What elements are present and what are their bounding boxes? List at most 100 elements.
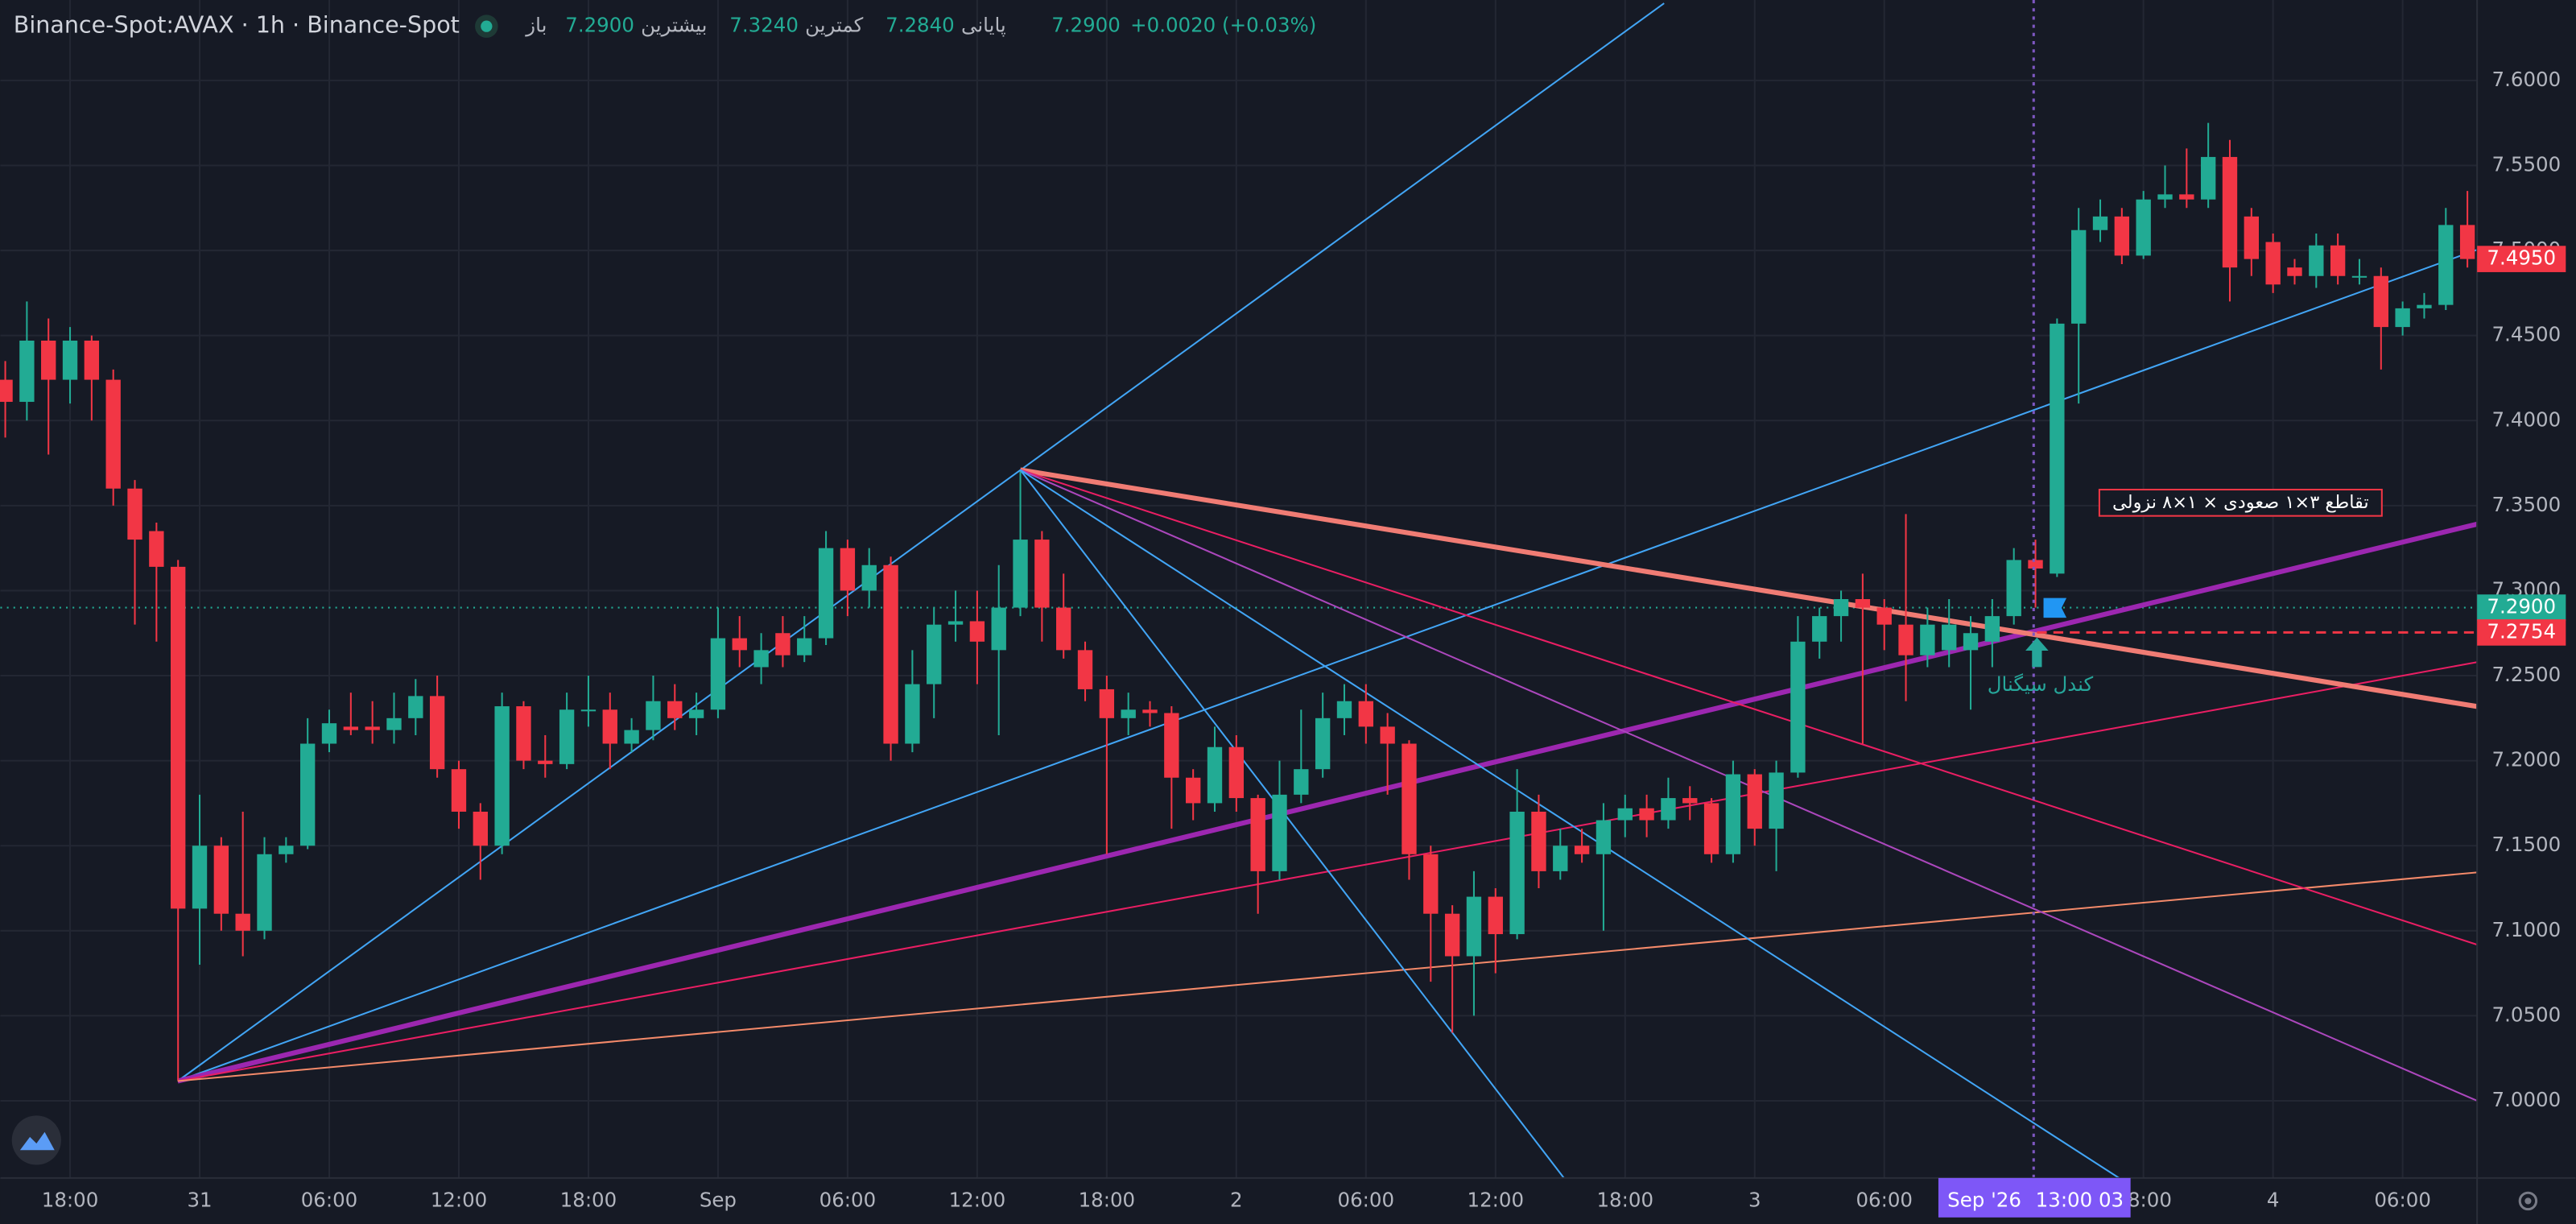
x-tick-label: 12:00	[431, 1188, 488, 1211]
logo-mark[interactable]	[19, 1131, 55, 1151]
candle-body	[429, 696, 445, 770]
candle-body	[2092, 216, 2108, 230]
candle-body	[2373, 275, 2388, 328]
settings-icon[interactable]	[2518, 1191, 2538, 1211]
x-tick-label: 12:00	[1468, 1188, 1525, 1211]
y-tick-label: 7.6000	[2492, 68, 2562, 91]
candle-body	[62, 341, 78, 380]
candle-body	[1056, 607, 1071, 651]
candle-body	[516, 706, 531, 761]
candle-body	[1855, 599, 1871, 608]
candle-body	[2417, 304, 2432, 308]
candle-body	[2006, 560, 2021, 617]
ohlc-label: باز	[524, 14, 547, 37]
candle-body	[1984, 616, 2000, 642]
candle-body	[1185, 777, 1201, 804]
candle-body	[494, 706, 510, 846]
candle-body	[1790, 641, 1806, 773]
logo[interactable]	[11, 1115, 61, 1165]
candle-body	[1963, 633, 1979, 651]
candle-body	[1661, 798, 1676, 821]
axes: 7.00007.05007.10007.15007.20007.25007.30…	[42, 68, 2566, 1211]
settings-center[interactable]	[2524, 1197, 2532, 1205]
price-label: 7.2900	[2487, 595, 2556, 618]
candle-body	[1876, 607, 1892, 625]
candle-body	[235, 913, 250, 931]
candle-body	[2287, 267, 2302, 276]
price-label-box	[2477, 619, 2566, 646]
candle-body	[1444, 913, 1460, 957]
candle-body	[299, 743, 316, 846]
candle-body	[1942, 624, 1957, 651]
candle-body	[386, 717, 402, 730]
ohlc-label: کمترین	[805, 14, 863, 37]
ohlc-value: 7.3240	[729, 14, 799, 37]
candle-body	[105, 379, 121, 489]
ohlc-value: 7.2900	[565, 14, 634, 37]
candle-body	[2050, 323, 2065, 574]
candle-body	[1250, 798, 1265, 871]
candle-body	[343, 726, 359, 730]
annotation-text: تقاطع ۳×۱ صعودی × ۱×۸ نزولی	[2112, 492, 2369, 513]
candle-body	[1833, 599, 1849, 617]
candle-body	[1358, 701, 1373, 727]
grid	[0, 0, 2478, 1178]
ohlc-value: 7.2840	[886, 14, 955, 37]
candle-body	[2028, 560, 2043, 569]
candle-body	[408, 696, 423, 718]
candle-body	[580, 709, 597, 712]
candle-body	[2179, 194, 2194, 200]
price-label-box	[2477, 246, 2566, 272]
candle-body	[213, 846, 229, 914]
candle-body	[473, 811, 488, 846]
candle-body	[1920, 624, 1935, 655]
candle-body	[905, 684, 920, 744]
candle-body	[19, 341, 35, 403]
ohlc-label: بیشترین	[641, 14, 707, 37]
signal-label: کندل سیگنال	[1988, 672, 2094, 696]
annotation-box	[2098, 488, 2383, 517]
candle-body	[257, 854, 272, 931]
y-tick-label: 7.4000	[2492, 407, 2562, 431]
candle-body	[1272, 794, 1287, 871]
candle-body	[149, 531, 164, 567]
y-tick-label: 7.2000	[2492, 748, 2562, 771]
fan-line	[1019, 469, 1565, 1179]
x-tick-label: 06:00	[301, 1188, 358, 1211]
candle-body	[2265, 242, 2281, 285]
candles	[0, 122, 2478, 1081]
candle-body	[1898, 624, 1913, 655]
candle-body	[1574, 846, 1590, 854]
crosshair-time: 13:00 03	[2036, 1188, 2124, 1211]
candle-body	[1488, 896, 1503, 935]
candle-body	[1509, 811, 1525, 935]
x-tick-label: 06:00	[1338, 1188, 1395, 1211]
fan-line	[177, 871, 2478, 1082]
candle-body	[451, 769, 467, 812]
candle-body	[1336, 701, 1352, 718]
signal-arrow	[2025, 637, 2049, 668]
y-tick-label: 7.2500	[2492, 663, 2562, 686]
candle-body	[1682, 798, 1698, 804]
fan-line	[1019, 469, 2120, 1179]
settings[interactable]	[2518, 1191, 2538, 1211]
x-tick-label: 06:00	[819, 1188, 877, 1211]
candle-body	[667, 701, 683, 718]
candle-body	[171, 566, 186, 909]
candle-body	[2438, 225, 2454, 305]
candle-body	[2222, 156, 2238, 268]
candle-body	[321, 723, 337, 744]
x-tick-label: 18:00	[1597, 1188, 1654, 1211]
candle-body	[1034, 540, 1050, 608]
change: +0.0020 (+0.03%)	[1130, 14, 1316, 37]
x-tick-label: 18:00	[1079, 1188, 1136, 1211]
candle-body	[1380, 726, 1395, 744]
candle-body	[41, 341, 56, 380]
x-tick-label: 06:00	[1856, 1188, 1913, 1211]
logo-circle[interactable]	[11, 1115, 61, 1165]
candle-body	[2459, 225, 2475, 259]
candle-body	[1142, 709, 1158, 713]
candle-body	[1769, 772, 1784, 829]
